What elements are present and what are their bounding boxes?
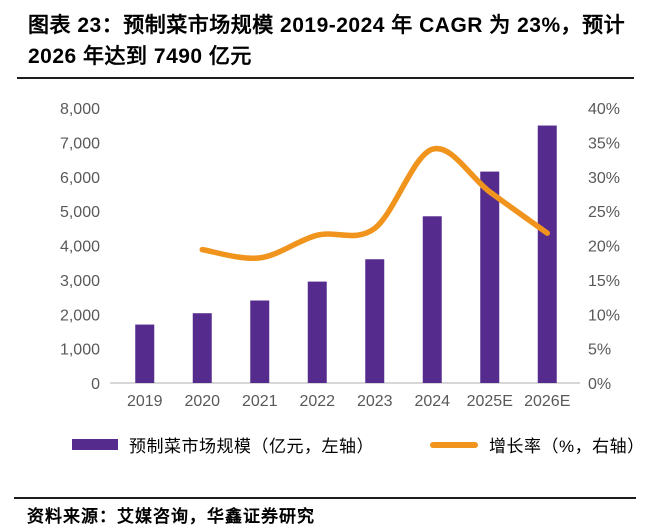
left-axis-tick: 2,000: [60, 307, 100, 324]
left-axis-tick: 8,000: [60, 101, 100, 118]
legend-label: 增长率（%，右轴）: [489, 437, 645, 456]
legend-label: 预制菜市场规模（亿元，左轴）: [129, 437, 374, 456]
x-axis-label: 2026E: [524, 393, 570, 410]
bar-2024: [422, 216, 442, 383]
legend-item-market-size: 预制菜市场规模（亿元，左轴）: [72, 432, 374, 457]
x-axis-label: 2020: [184, 393, 220, 410]
x-axis-label: 2024: [414, 393, 450, 410]
legend-item-growth-rate: 增长率（%，右轴）: [430, 432, 645, 457]
bar-2023: [365, 259, 385, 383]
growth-rate-line: [199, 145, 550, 262]
x-axis-label: 2023: [357, 393, 393, 410]
right-axis-tick: 35%: [588, 135, 620, 152]
bar-2022: [307, 281, 327, 383]
left-axis-tick: 3,000: [60, 273, 100, 290]
bar-2021: [250, 300, 270, 383]
left-axis-tick: 7,000: [60, 135, 100, 152]
right-axis-tick: 20%: [588, 239, 620, 256]
page-title: 图表 23：预制菜市场规模 2019-2024 年 CAGR 为 23%，预计 …: [28, 14, 626, 68]
right-axis-tick: 5%: [588, 342, 611, 359]
right-axis-tick: 25%: [588, 204, 620, 221]
chart-legend: 预制菜市场规模（亿元，左轴） 增长率（%，右轴）: [0, 432, 650, 457]
x-axis-label: 2019: [127, 393, 163, 410]
x-axis-label: 2022: [299, 393, 335, 410]
x-axis-label: 2021: [242, 393, 278, 410]
source-note: 资料来源：艾媒咨询，华鑫证券研究: [27, 507, 315, 526]
line-series-swatch: [430, 441, 478, 448]
combo-chart: 0 1,000 2,000 3,000 4,000 5,000 6,000 7,000 8,00…: [60, 101, 620, 410]
bar-2019: [135, 324, 155, 383]
left-axis-tick: 5,000: [60, 204, 100, 221]
left-axis-tick: 1,000: [60, 342, 100, 359]
left-axis-tick: 0: [91, 376, 100, 393]
left-axis-tick: 4,000: [60, 239, 100, 256]
title-divider: [17, 77, 634, 79]
x-axis-label: 2025E: [467, 393, 513, 410]
right-axis-tick: 30%: [588, 170, 620, 187]
bar-2025E: [480, 171, 500, 383]
footer-divider: [14, 497, 636, 499]
bar-2026E: [537, 125, 557, 383]
bar-series-swatch: [72, 439, 118, 450]
right-axis-tick: 15%: [588, 273, 620, 290]
right-axis-tick: 40%: [588, 101, 620, 118]
right-axis-tick: 10%: [588, 307, 620, 324]
right-axis-tick: 0%: [588, 376, 611, 393]
left-axis-tick: 6,000: [60, 170, 100, 187]
bar-2020: [192, 313, 212, 383]
